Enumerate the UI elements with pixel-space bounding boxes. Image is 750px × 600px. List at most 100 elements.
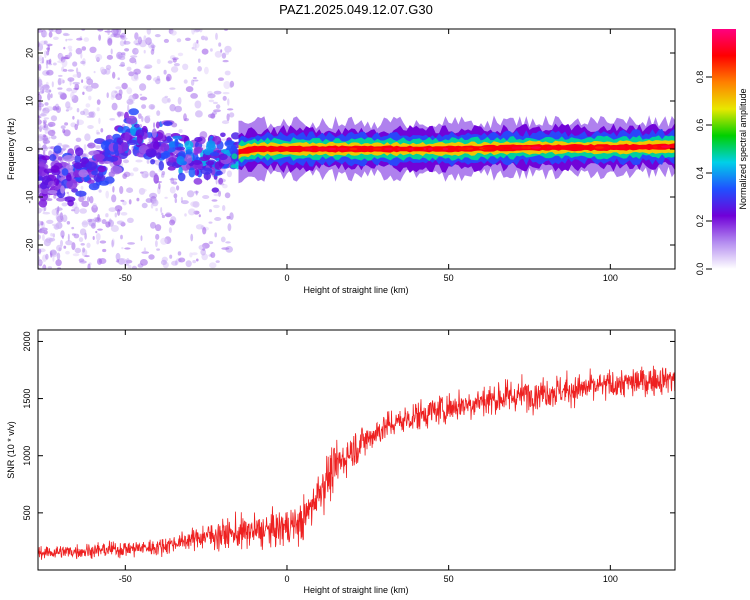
spectrogram-blob [194,146,203,154]
spectrogram-blob [38,166,47,177]
spectrogram-blob [200,167,213,175]
spectrogram-blob [163,150,169,156]
spectrogram-speckle [38,78,43,87]
spectrogram-peak [473,147,482,150]
spectrogram-speckle [124,48,130,52]
spectrogram-speckle [102,248,107,253]
chart-title: PAZ1.2025.049.12.07.G30 [279,2,433,17]
spectrogram-speckle [105,190,109,199]
spectrogram-speckle [75,137,82,142]
spectrogram-speckle [119,186,124,194]
colorbar-tick-label: 0.0 [695,263,705,276]
spectrogram-peak [428,147,433,151]
spectrogram-speckle [134,32,139,40]
spectrogram-speckle [78,237,84,243]
spectrogram-speckle [109,118,116,121]
spectrogram-speckle [182,63,189,70]
spectrogram-speckle [127,264,132,269]
spectrogram-speckle [203,144,206,149]
spectrogram-speckle [42,137,49,141]
spectrogram-speckle [126,258,130,266]
spectrogram-speckle [38,134,44,139]
spectrogram-speckle [218,77,224,81]
spectrogram-speckle [120,212,128,216]
spectrogram-speckle [141,202,148,209]
spectrogram-peak [482,147,493,150]
spectrogram-speckle [227,98,230,106]
spectrogram-speckle [168,227,172,234]
spectrogram-speckle [50,249,57,255]
spectrogram-speckle [40,86,45,94]
spectrogram-blob [184,140,194,150]
spectrogram-peak [311,147,318,151]
spectrogram-speckle [60,93,67,100]
spectrogram-blob [128,108,139,116]
snr-xtick-label: 0 [284,574,289,584]
spectrogram-speckle [210,48,213,52]
spectrogram-peak [318,147,330,151]
spectrogram-blob [117,144,123,154]
spectrogram-speckle [161,173,165,178]
spectrogram-speckle [63,33,70,37]
spectrogram-blob [160,142,170,152]
spectrogram-blob [66,172,72,181]
spectrogram-speckle [95,53,103,61]
spectrogram-speckle [144,64,153,69]
spectrogram-peak [520,146,529,149]
spectrogram-speckle [80,243,85,246]
spectrogram-speckle [64,122,69,126]
spectrogram-blob [194,137,203,142]
spectrogram-speckle [215,178,218,185]
spectrogram-blob [104,147,110,157]
spectrogram-peak [571,146,580,149]
spectrogram-speckle [42,211,51,215]
spectrogram-speckle [60,230,65,238]
spectrogram-speckle [204,66,209,75]
spectrogram-speckle [80,60,86,65]
spectrogram-speckle [155,207,158,212]
spectrogram-speckle [67,45,73,50]
spectrogram-speckle [169,178,178,181]
spectrogram-peak [349,147,358,151]
spectrogram-speckle [192,77,197,79]
spectrogram-blob [67,199,74,207]
spectrogram-speckle [164,196,168,199]
spectrogram-speckle [56,244,63,252]
spectrogram-speckle [141,116,144,122]
spectrogram-speckle [85,76,91,81]
spectrogram-xtick-label: 0 [284,273,289,283]
spectrogram-blob [130,126,137,136]
spectrogram-blob [88,182,100,191]
spectrogram-speckle [227,108,234,111]
spectrogram-speckle [166,73,172,82]
spectrogram-peak [258,147,270,151]
spectrogram-speckle [201,48,209,55]
colorbar-ticks: 0.0 0.2 0.4 0.6 0.8 [695,71,712,276]
snr-xtick-label: -50 [119,574,132,584]
spectrogram-speckle [111,239,114,248]
spectrogram-peak [457,147,468,150]
spectrogram-speckle [202,195,210,199]
spectrogram-blob [211,187,219,193]
spectrogram-speckle [192,79,199,82]
spectrogram-speckle [107,38,113,46]
spectrogram-speckle [45,237,53,243]
spectrogram-speckle [129,172,134,177]
spectrogram-speckle [126,217,134,223]
spectrogram-blob [210,166,216,176]
spectrogram-speckle [170,30,177,36]
colorbar-tick-label: 0.2 [695,215,705,228]
spectrogram-speckle [44,102,49,106]
spectrogram-blob [188,167,196,178]
snr-ytick-label: 2000 [22,331,32,351]
spectrogram-blob [87,142,96,149]
spectrogram-speckle [208,99,215,103]
spectrogram-speckle [43,117,50,120]
spectrogram-blob [209,152,220,157]
spectrogram-peak [620,146,626,149]
spectrogram-speckle [71,226,75,230]
spectrogram-speckle [194,42,197,49]
spectrogram-blob [168,157,176,163]
spectrogram-speckle [169,104,176,112]
spectrogram-speckle [61,214,68,223]
